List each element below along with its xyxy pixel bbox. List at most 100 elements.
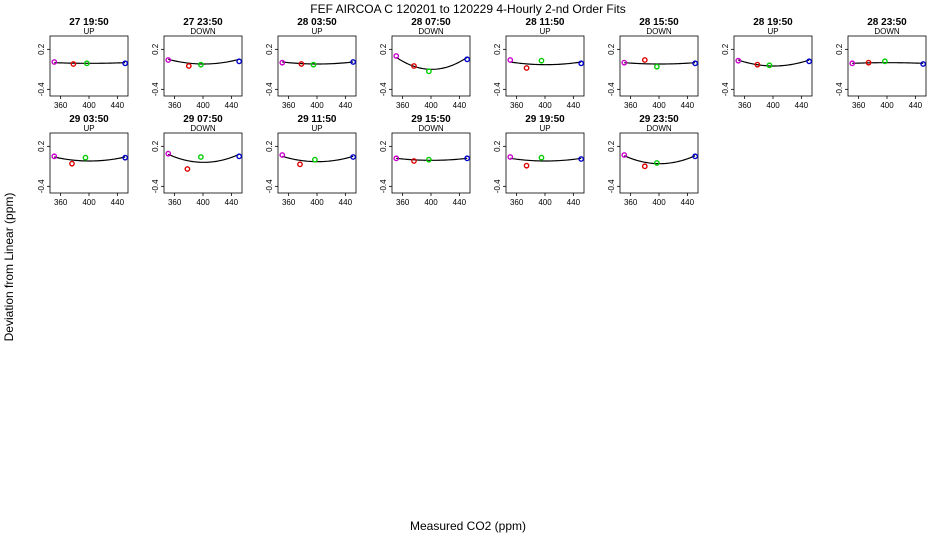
panel-14-x-tick-label-440: 440 [681, 198, 695, 207]
panel-10-y-tick-label-0: -0.4 [151, 179, 160, 193]
panel-14-point-2 [641, 163, 648, 170]
panel-5-point-3 [538, 57, 545, 64]
panel-1-y-tick-label-1: 0.2 [37, 43, 46, 55]
panel-5-time: 28 11:50 [526, 17, 565, 28]
panel-13-x-tick-label-400: 400 [538, 198, 552, 207]
panel-12-x-tick-label-360: 360 [396, 198, 410, 207]
panel-12-point-1 [393, 155, 400, 162]
panel-1-point-2 [70, 61, 77, 67]
panel-14-x-tick-label-400: 400 [652, 198, 666, 207]
panel-2-x-tick-label-360: 360 [168, 101, 182, 110]
panel-6-x-tick-label-400: 400 [652, 101, 666, 110]
panel-7-time: 28 19:50 [753, 17, 793, 28]
panel-14-time: 29 23:50 [639, 114, 679, 125]
panel-4-y-tick-label-1: 0.2 [379, 43, 388, 55]
panel-3-y-tick-label-0: -0.4 [265, 82, 274, 96]
panel-7-point-3 [766, 62, 773, 69]
panel-11-point-1 [279, 152, 286, 158]
panel-1-time: 27 19:50 [69, 17, 109, 28]
panel-6-point-3 [653, 63, 660, 70]
panel-7-y-tick-label-1: 0.2 [721, 43, 730, 55]
panel-7-x-tick-label-440: 440 [795, 101, 809, 110]
panel-10-time: 29 07:50 [183, 114, 223, 125]
panel-12-x-tick-label-440: 440 [453, 198, 467, 207]
y-axis-label: Deviation from Linear (ppm) [2, 193, 16, 342]
panel-11-x-tick-label-400: 400 [310, 198, 324, 207]
panel-3-x-tick-label-440: 440 [339, 101, 353, 110]
panel-7-direction: UP [767, 27, 778, 36]
panel-4-point-1 [393, 53, 400, 59]
panel-9-y-tick-label-0: -0.4 [37, 179, 46, 193]
panel-12-point-4 [464, 155, 471, 162]
panel-9-point-3 [82, 154, 89, 161]
panel-5-fit-curve [510, 61, 582, 66]
panel-12-direction: DOWN [418, 124, 444, 133]
panel-13-point-1 [507, 154, 514, 160]
panel-1-point-3 [83, 60, 90, 67]
panel-9-x-tick-label-440: 440 [111, 198, 125, 207]
panel-11-y-tick-label-0: -0.4 [265, 179, 274, 193]
panel-9-x-tick-label-400: 400 [82, 198, 96, 207]
panel-4-point-3 [425, 68, 432, 75]
panel-13-point-4 [578, 156, 585, 162]
panel-10-point-4 [236, 153, 243, 160]
panel-8-fit-curve [852, 62, 924, 64]
panel-9-fit-curve [54, 156, 126, 162]
panel-9-time: 29 03:50 [69, 114, 109, 125]
panel-12-x-tick-label-400: 400 [424, 198, 438, 207]
panel-9-direction: UP [83, 124, 94, 133]
panel-10-x-tick-label-400: 400 [196, 198, 210, 207]
panel-3-y-tick-label-1: 0.2 [265, 43, 274, 55]
panel-11-point-2 [297, 161, 303, 168]
panel-3-point-3 [310, 61, 317, 68]
panel-1-point-4 [122, 60, 129, 67]
panel-11-time: 29 11:50 [298, 114, 337, 125]
panel-4-y-tick-label-0: -0.4 [379, 82, 388, 96]
panel-11-fit-curve [282, 155, 354, 163]
panel-11-point-3 [311, 156, 318, 163]
panel-5-x-tick-label-440: 440 [567, 101, 581, 110]
panel-12-y-tick-label-0: -0.4 [379, 179, 388, 193]
panel-2-direction: DOWN [190, 27, 216, 36]
panel-7-point-2 [754, 61, 761, 68]
panel-2-time: 27 23:50 [183, 17, 223, 28]
panel-6-x-tick-label-360: 360 [624, 101, 638, 110]
panel-6-point-2 [641, 57, 648, 63]
panel-1-direction: UP [83, 27, 94, 36]
panel-11-point-4 [350, 154, 357, 160]
panel-14-y-tick-label-0: -0.4 [607, 179, 616, 193]
panel-4-fit-curve [395, 56, 468, 70]
panel-4-x-tick-label-440: 440 [453, 101, 467, 110]
panel-2-x-tick-label-400: 400 [196, 101, 210, 110]
panel-6-point-4 [692, 60, 699, 67]
panel-8-point-3 [881, 58, 888, 65]
panel-10-point-3 [197, 154, 204, 160]
panel-14-y-tick-label-1: 0.2 [607, 140, 616, 152]
panel-5-x-tick-label-400: 400 [538, 101, 552, 110]
panel-10-point-2 [184, 166, 191, 172]
panel-9-point-1 [51, 153, 58, 160]
panel-8-y-tick-label-0: -0.4 [835, 82, 844, 96]
panel-6-fit-curve [624, 62, 696, 65]
panel-4-time: 28 07:50 [411, 17, 451, 28]
panel-4-x-tick-label-400: 400 [424, 101, 438, 110]
x-axis-label: Measured CO2 (ppm) [410, 519, 526, 533]
panel-8-x-tick-label-400: 400 [880, 101, 894, 110]
panel-9-x-tick-label-360: 360 [54, 198, 68, 207]
panel-9-point-4 [122, 154, 129, 161]
panel-7-point-1 [735, 57, 742, 64]
panel-2-point-4 [236, 58, 243, 65]
panel-1-x-tick-label-400: 400 [82, 101, 96, 110]
panel-13-point-2 [523, 162, 530, 169]
panel-11-direction: UP [311, 124, 322, 133]
panel-1-y-tick-label-0: -0.4 [37, 82, 46, 96]
panel-8-point-1 [849, 60, 856, 67]
